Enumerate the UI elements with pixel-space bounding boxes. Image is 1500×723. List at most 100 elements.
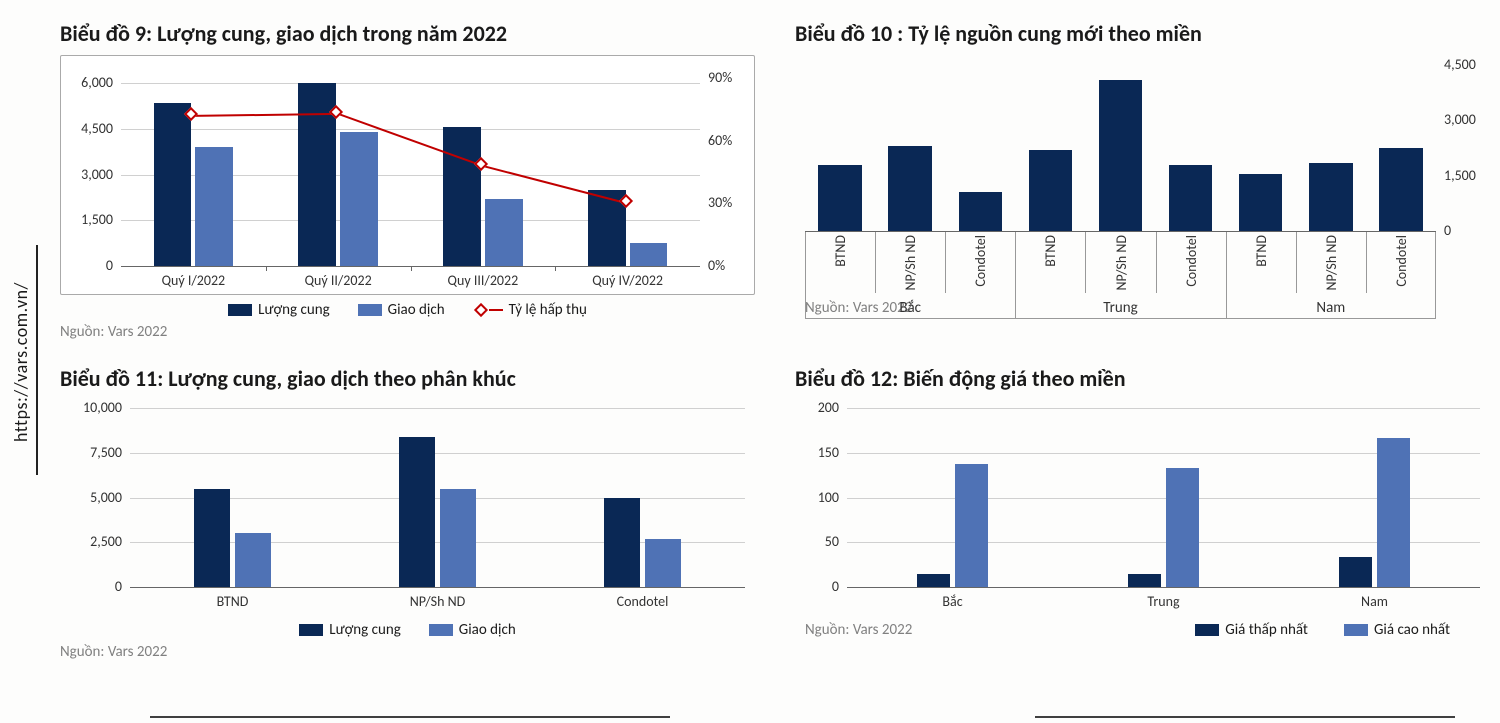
bar-low bbox=[1339, 557, 1373, 587]
bar-high bbox=[955, 464, 989, 587]
chart9-legend: Lượng cung Giao dịch Tỷ lệ hấp thụ bbox=[60, 301, 755, 319]
panel-chart9: Biểu đồ 9: Lượng cung, giao dịch trong n… bbox=[60, 20, 755, 355]
y-label: 200 bbox=[805, 399, 847, 416]
dashboard-grid: Biểu đồ 9: Lượng cung, giao dịch trong n… bbox=[60, 0, 1490, 700]
y-label: 0 bbox=[805, 578, 847, 595]
bar bbox=[1379, 148, 1422, 231]
subcell bbox=[1156, 231, 1226, 293]
gridline bbox=[130, 453, 745, 454]
gridline bbox=[130, 408, 745, 409]
x-label: Quy III/2022 bbox=[433, 272, 533, 289]
y-label: 4,500 bbox=[1436, 56, 1476, 73]
chart11-plot: 02,5005,0007,50010,000BTNDNP/Sh NDCondot… bbox=[130, 408, 745, 587]
y-label: 10,000 bbox=[70, 399, 130, 416]
y-label: 1,500 bbox=[1436, 167, 1476, 184]
subcell bbox=[945, 231, 1015, 293]
y-label: 3,000 bbox=[1436, 111, 1476, 128]
legend-item-low: Giá thấp nhất bbox=[1195, 621, 1308, 639]
chart11-box: 02,5005,0007,50010,000BTNDNP/Sh NDCondot… bbox=[60, 400, 755, 615]
y2-label: 0% bbox=[700, 257, 725, 274]
chart11-legend: Lượng cung Giao dịch bbox=[60, 621, 755, 639]
legend-item-trans: Giao dịch bbox=[358, 301, 445, 319]
y1-label: 6,000 bbox=[66, 74, 121, 91]
y1-label: 0 bbox=[66, 257, 121, 274]
x-label: NP/Sh ND bbox=[378, 593, 498, 610]
swatch-dark bbox=[299, 624, 323, 636]
bar bbox=[888, 146, 931, 231]
bar bbox=[1309, 163, 1352, 231]
x-label: Quý II/2022 bbox=[288, 272, 388, 289]
swatch-light bbox=[1344, 624, 1368, 636]
absorb-line bbox=[121, 68, 700, 266]
x-label: Condotel bbox=[583, 593, 703, 610]
bar-supply bbox=[194, 489, 231, 587]
subcell bbox=[1366, 231, 1436, 293]
y1-label: 3,000 bbox=[66, 166, 121, 183]
chart12-source: Nguồn: Vars 2022 bbox=[805, 621, 912, 639]
x-axis bbox=[805, 231, 1436, 232]
y1-label: 4,500 bbox=[66, 120, 121, 137]
subcell bbox=[1226, 231, 1296, 293]
y1-label: 1,500 bbox=[66, 211, 121, 228]
panel-chart12: Biểu đồ 12: Biến động giá theo miền 0501… bbox=[795, 365, 1490, 700]
y-label: 50 bbox=[805, 533, 847, 550]
swatch-dark bbox=[228, 304, 252, 316]
bar-trans bbox=[645, 539, 682, 587]
y2-label: 60% bbox=[700, 132, 732, 149]
y-label: 150 bbox=[805, 444, 847, 461]
swatch-light bbox=[358, 304, 382, 316]
x-label: BTND bbox=[173, 593, 293, 610]
chart9-box: 0 1,500 3,000 4,500 6,000 0% 30% 60% 90% Quý I/20… bbox=[60, 55, 755, 295]
x-label: Bắc bbox=[893, 593, 1013, 610]
chart10-title: Biểu đồ 10 : Tỷ lệ nguồn cung mới theo m… bbox=[795, 20, 1490, 47]
legend-item-supply: Lượng cung bbox=[228, 301, 330, 319]
chart9-plot: 01,5003,0004,5006,0000%30%60%90%Quý I/20… bbox=[121, 68, 700, 266]
gridline bbox=[847, 408, 1480, 409]
bar-high bbox=[1377, 438, 1411, 587]
subcell bbox=[1015, 231, 1085, 293]
chart12-legend: Nguồn: Vars 2022 Giá thấp nhất Giá cao n… bbox=[795, 621, 1490, 639]
bar bbox=[818, 165, 861, 231]
bar bbox=[1239, 174, 1282, 231]
chart12-underline bbox=[1035, 716, 1455, 718]
x-label: Trung bbox=[1104, 593, 1224, 610]
panel-chart10: Biểu đồ 10 : Tỷ lệ nguồn cung mới theo m… bbox=[795, 20, 1490, 355]
bar bbox=[1029, 150, 1072, 231]
subcell bbox=[1296, 231, 1366, 293]
y-label: 100 bbox=[805, 489, 847, 506]
subcell bbox=[805, 231, 875, 293]
y-label: 2,500 bbox=[70, 533, 130, 550]
legend-item-absorb: Tỷ lệ hấp thụ bbox=[473, 301, 587, 319]
chart10-box: 01,5003,0004,500BTNDNP/Sh NDCondotelBắcB… bbox=[795, 55, 1490, 295]
chart11-source: Nguồn: Vars 2022 bbox=[60, 643, 755, 661]
bar-trans bbox=[440, 489, 477, 587]
x-axis bbox=[847, 587, 1480, 588]
bar-supply bbox=[604, 498, 641, 588]
chart9-source: Nguồn: Vars 2022 bbox=[60, 323, 755, 341]
x-label: Quý IV/2022 bbox=[578, 272, 678, 289]
bar bbox=[1169, 165, 1212, 231]
panel-chart11: Biểu đồ 11: Lượng cung, giao dịch theo p… bbox=[60, 365, 755, 700]
y2-label: 90% bbox=[700, 69, 732, 86]
legend-item-high: Giá cao nhất bbox=[1344, 621, 1450, 639]
side-url: https://vars.com.vn/ bbox=[10, 281, 32, 441]
bar bbox=[1099, 80, 1142, 231]
chart12-plot: 050100150200BắcTrungNam bbox=[847, 408, 1480, 587]
bar-low bbox=[917, 574, 951, 587]
y-label: 5,000 bbox=[70, 489, 130, 506]
x-label: Quý I/2022 bbox=[143, 272, 243, 289]
chart12-title: Biểu đồ 12: Biến động giá theo miền bbox=[795, 365, 1490, 392]
chart9-title: Biểu đồ 9: Lượng cung, giao dịch trong n… bbox=[60, 20, 755, 47]
side-line bbox=[36, 245, 38, 475]
subcell bbox=[1085, 231, 1155, 293]
bar-high bbox=[1166, 468, 1200, 587]
bar-trans bbox=[235, 533, 272, 587]
chart10-plot: 01,5003,0004,500BTNDNP/Sh NDCondotelBắcB… bbox=[805, 65, 1436, 231]
subcell bbox=[875, 231, 945, 293]
y2-label: 30% bbox=[700, 194, 732, 211]
chart11-title: Biểu đồ 11: Lượng cung, giao dịch theo p… bbox=[60, 365, 755, 392]
y-label: 7,500 bbox=[70, 444, 130, 461]
chart12-box: 050100150200BắcTrungNam bbox=[795, 400, 1490, 615]
bar-supply bbox=[399, 437, 436, 587]
diamond-marker-icon bbox=[474, 303, 488, 317]
